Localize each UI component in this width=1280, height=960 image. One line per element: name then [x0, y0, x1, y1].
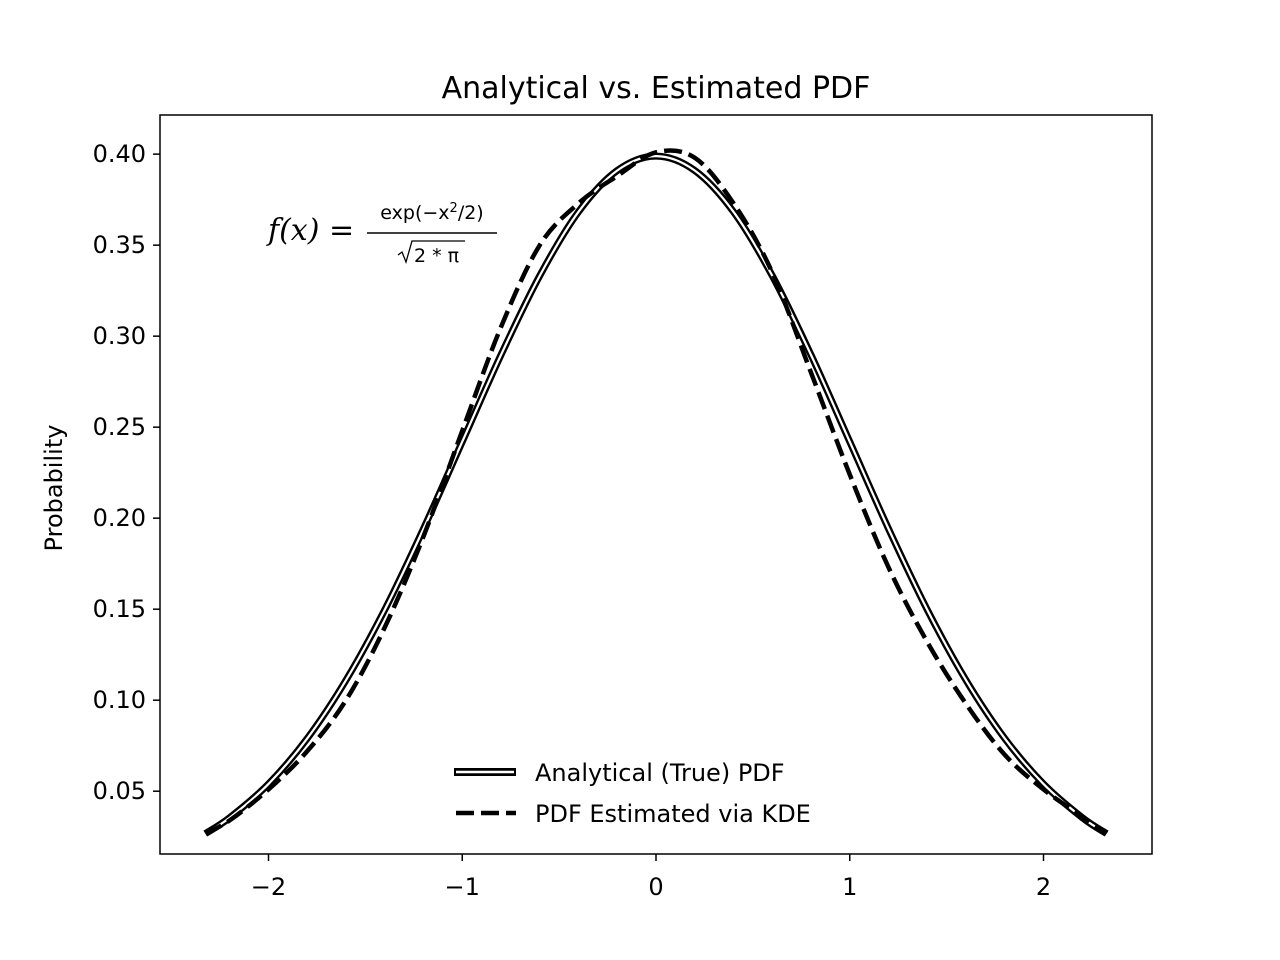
- formula-annotation: f(x) = exp(−x2/2) 2 * π: [266, 201, 497, 267]
- x-tick-label: −1: [445, 873, 480, 901]
- legend-label-kde: PDF Estimated via KDE: [535, 800, 811, 828]
- y-tick-label: 0.30: [93, 322, 146, 350]
- chart-title: Analytical vs. Estimated PDF: [442, 71, 871, 106]
- sqrt-sign: [397, 240, 465, 265]
- plot-area-frame: [159, 114, 1153, 855]
- x-tick-label: 1: [842, 873, 857, 901]
- formula-lhs: f(x) =: [266, 213, 354, 248]
- y-tick-label: 0.10: [93, 686, 146, 714]
- y-axis-ticks: 0.05 0.10 0.15 0.20 0.25 0.30 0.35 0.40: [93, 140, 160, 805]
- series-line-kde: [204, 148, 1108, 836]
- legend: Analytical (True) PDF PDF Estimated via …: [454, 759, 811, 828]
- legend-item-analytical: Analytical (True) PDF: [454, 759, 785, 787]
- y-tick-label: 0.15: [93, 595, 146, 623]
- x-tick-label: 0: [648, 873, 663, 901]
- y-tick-label: 0.25: [93, 413, 146, 441]
- x-axis-ticks: −2 −1 0 1 2: [251, 854, 1051, 901]
- legend-item-kde: PDF Estimated via KDE: [456, 800, 811, 828]
- formula-denominator: 2 * π: [414, 245, 459, 267]
- y-axis-label: Probability: [40, 425, 68, 552]
- formula-numerator: exp(−x2/2): [380, 201, 483, 225]
- y-tick-label: 0.35: [93, 231, 146, 259]
- y-tick-label: 0.05: [93, 777, 146, 805]
- series-layer: [203, 148, 1109, 837]
- x-tick-label: 2: [1036, 873, 1051, 901]
- y-tick-label: 0.40: [93, 140, 146, 168]
- legend-label-analytical: Analytical (True) PDF: [535, 759, 785, 787]
- series-line-analytical-inner: [204, 155, 1108, 835]
- y-tick-label: 0.20: [93, 504, 146, 532]
- x-tick-label: −2: [251, 873, 286, 901]
